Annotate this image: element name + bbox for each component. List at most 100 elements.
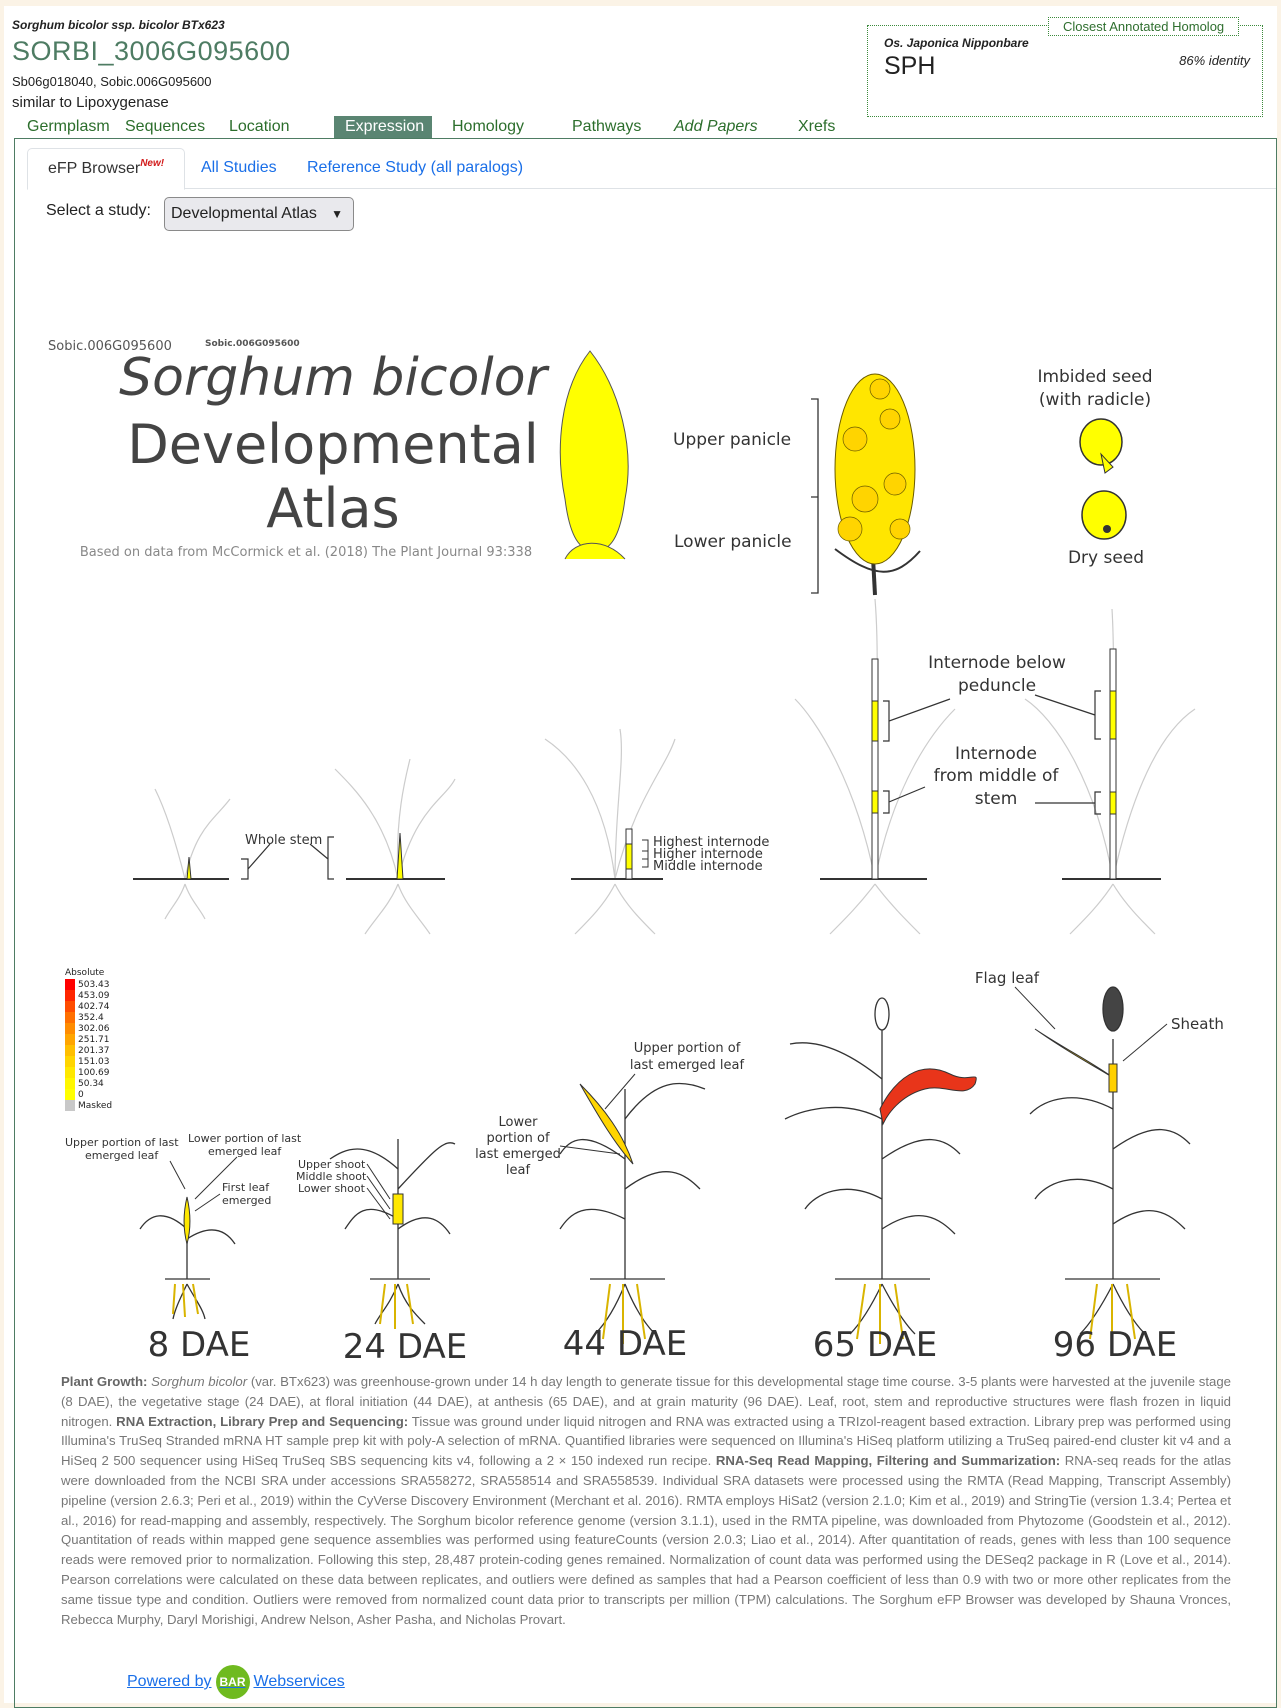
closest-homolog-tab[interactable]: Closest Annotated Homolog [1048, 17, 1240, 36]
internode-pointers [883, 690, 1101, 815]
label-imbibed-1: Imbided seed [1037, 367, 1152, 387]
gene-aliases: Sb06g018040, Sobic.006G095600 [12, 74, 212, 89]
nav-expression[interactable]: Expression [334, 116, 432, 138]
label-sheath: Sheath [1171, 1015, 1224, 1033]
atlas-title-line3: Atlas [266, 477, 399, 540]
homolog-name[interactable]: SPH [884, 52, 936, 80]
label-upper-panicle: Upper panicle [673, 430, 791, 450]
label-middle-internode: Middle internode [653, 859, 763, 874]
gene-id: SORBI_3006G095600 [12, 36, 291, 66]
label-whole-stem: Whole stem [245, 833, 322, 848]
label-pointers-96dae [1014, 986, 1168, 1062]
shoot-24dae[interactable] [392, 1193, 404, 1225]
legend-swatch [65, 979, 75, 990]
label-flag-leaf: Flag leaf [975, 969, 1040, 987]
tab-efp-browser[interactable]: eFP BrowserNew! [27, 148, 186, 190]
roots[interactable] [172, 1283, 1136, 1344]
legend-value: Masked [78, 1101, 112, 1111]
legend-value: 151.03 [78, 1057, 110, 1067]
stem-24dae[interactable] [396, 832, 404, 880]
nav-xrefs[interactable]: Xrefs [798, 118, 836, 135]
homolog-identity: 86% identity [1179, 53, 1250, 68]
powered-by-text: Powered by [127, 1673, 212, 1690]
imbibed-seed-icon[interactable] [1079, 418, 1123, 474]
methods-mapping-text: RNA-seq reads for the atlas were downloa… [61, 1453, 1231, 1627]
label-higher-internode: Higher internode [653, 847, 763, 862]
plant-96dae[interactable] [1029, 986, 1191, 1335]
label-upper-portion-8dae-2: emerged leaf [85, 1149, 159, 1162]
gene-tag-1: Sobic.006G095600 [48, 339, 172, 354]
legend-value: 100.69 [78, 1068, 110, 1078]
sorghum-panicle-icon[interactable] [834, 373, 921, 596]
methods-species: Sorghum bicolor [151, 1374, 248, 1389]
nav-germplasm[interactable]: Germplasm [27, 118, 110, 135]
stem-44dae[interactable] [625, 828, 633, 880]
homolog-species: Os. Japonica Nipponbare [884, 36, 1029, 50]
panicle-icon[interactable] [559, 350, 629, 560]
page: Sorghum bicolor ssp. bicolor BTx623 SORB… [4, 6, 1277, 1708]
stage-65dae: 65 DAE [813, 1325, 937, 1365]
label-middle-shoot: Middle shoot [296, 1170, 367, 1183]
study-select[interactable]: Developmental Atlas ▼ [164, 197, 354, 231]
label-upper-portion-8dae-1: Upper portion of last [65, 1136, 179, 1149]
plant-65dae[interactable] [784, 997, 961, 1335]
legend-swatch [65, 1056, 75, 1067]
label-lower-shoot: Lower shoot [298, 1182, 366, 1195]
label-pointers-24dae [366, 1163, 391, 1220]
closest-homolog-box: Closest Annotated Homolog Os. Japonica N… [867, 17, 1263, 117]
legend-swatch [65, 1100, 75, 1111]
sheath-96dae[interactable] [1108, 1063, 1118, 1093]
plant-44dae[interactable] [559, 1082, 706, 1335]
tab-reference-study[interactable]: Reference Study (all paralogs) [307, 159, 524, 176]
powered-by-link[interactable]: Powered by BAR Webservices [127, 1665, 345, 1699]
label-imbibed-2: (with radicle) [1039, 390, 1151, 410]
nav-homology[interactable]: Homology [452, 118, 525, 135]
flag-leaf-65dae[interactable] [879, 1068, 977, 1126]
methods-growth-heading: Plant Growth: [61, 1374, 148, 1389]
nav-sequences[interactable]: Sequences [125, 118, 206, 135]
expression-legend: Absolute 503.43 453.09 402.74 352.4 302.… [65, 968, 112, 1111]
leaf-44dae[interactable] [579, 1083, 634, 1165]
label-first-leaf-2: emerged [222, 1194, 271, 1207]
study-select-label: Select a study: [46, 202, 151, 219]
new-badge: New! [140, 158, 165, 169]
legend-swatch [65, 1034, 75, 1045]
chevron-down-icon: ▼ [331, 207, 343, 221]
nav-add-papers[interactable]: Add Papers [674, 118, 758, 135]
nav-pathways[interactable]: Pathways [572, 118, 642, 135]
leaf-8dae[interactable] [183, 1196, 191, 1246]
legend-value: 201.37 [78, 1046, 110, 1056]
label-internode-below-2: peduncle [958, 676, 1036, 696]
label-lower-last-2: portion of [486, 1131, 550, 1146]
stage-96dae: 96 DAE [1053, 1325, 1177, 1365]
legend-swatch [65, 1023, 75, 1034]
stem-65dae[interactable] [871, 658, 879, 880]
stem-96dae[interactable] [1109, 648, 1117, 880]
legend-value: 402.74 [78, 1002, 110, 1012]
legend-swatch [65, 990, 75, 1001]
whole-stem-bracket [241, 836, 334, 880]
species-name: Sorghum bicolor ssp. bicolor BTx623 [12, 18, 225, 32]
legend-value: 352.4 [78, 1013, 104, 1023]
legend-swatch [65, 1045, 75, 1056]
label-upper-last-1: Upper portion of [634, 1041, 741, 1056]
methods-rna-heading: RNA Extraction, Library Prep and Sequenc… [116, 1413, 409, 1429]
flag-leaf-96dae[interactable] [1034, 1028, 1116, 1080]
legend-value: 453.09 [78, 991, 110, 1001]
legend-swatch [65, 1067, 75, 1078]
label-upper-last-2: last emerged leaf [630, 1058, 745, 1073]
bar-logo-icon: BAR [215, 1665, 250, 1699]
expression-tabs: eFP BrowserNew! All Studies Reference St… [27, 148, 1276, 190]
nav-location[interactable]: Location [229, 118, 290, 135]
label-internode-mid-3: stem [975, 789, 1018, 809]
gene-description: similar to Lipoxygenase [12, 94, 169, 111]
expression-panel: eFP BrowserNew! All Studies Reference St… [14, 138, 1277, 1708]
methods-growth-text: (var. BTx623) was greenhouse-grown under… [61, 1374, 1231, 1429]
legend-swatch [65, 1078, 75, 1089]
dry-seed-icon[interactable] [1081, 490, 1127, 540]
legend-value: 50.34 [78, 1079, 104, 1089]
legend-swatch [65, 1001, 75, 1012]
study-select-value: Developmental Atlas [171, 205, 317, 222]
stem-8dae[interactable] [186, 856, 192, 880]
tab-all-studies[interactable]: All Studies [201, 159, 277, 176]
